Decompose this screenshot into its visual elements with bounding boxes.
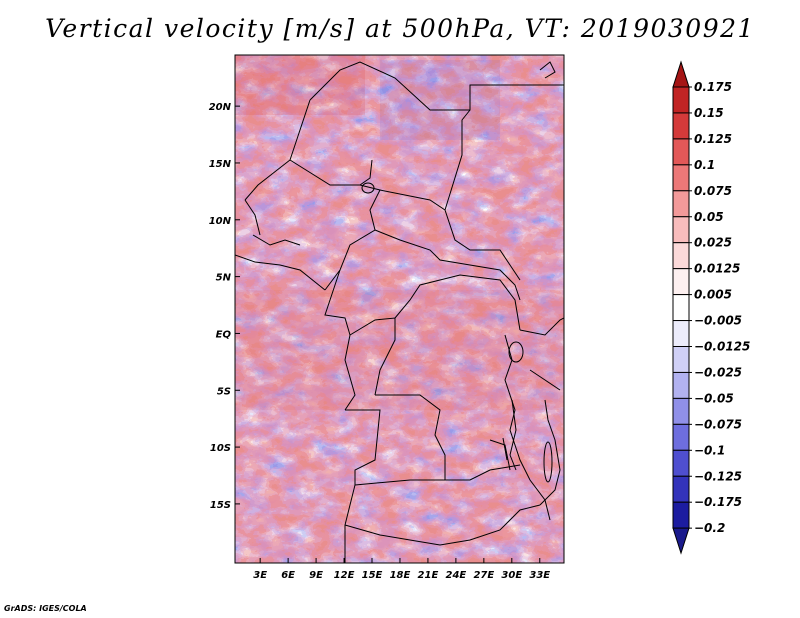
- colorbar-bottom-triangle: [672, 527, 690, 555]
- colorbar-box: [672, 320, 690, 347]
- lat-label: 10N: [209, 216, 232, 227]
- lon-label: 12E: [334, 570, 355, 581]
- lon-label: 15E: [362, 570, 383, 581]
- lat-label: 10S: [210, 443, 231, 454]
- colorbar-box: [672, 294, 690, 322]
- colorbar-box: [672, 164, 690, 192]
- colorbar-box: [672, 268, 690, 296]
- longitude-axis: 3E 6E 9E 12E 15E 18E 21E 24E 27E 30E 33E: [253, 558, 550, 581]
- colorbar-box: [672, 371, 690, 399]
- colorbar-box: [672, 138, 690, 166]
- lat-label: 15N: [209, 159, 232, 170]
- colorbar-box: [672, 86, 690, 114]
- colorbar-box: [672, 449, 690, 477]
- colorbar-box: [672, 397, 690, 425]
- lon-label: 27E: [473, 570, 494, 581]
- colorbar-label: −0.2: [694, 521, 725, 535]
- colorbar-label: 0.125: [694, 132, 732, 146]
- map-title: Vertical velocity [m/s] at 500hPa, VT: 2…: [45, 14, 755, 43]
- grads-credit: GrADS: IGES/COLA: [4, 604, 87, 613]
- lakes: [361, 182, 553, 483]
- colorbar-box: [672, 112, 690, 140]
- colorbar-label: 0.075: [694, 184, 732, 198]
- lat-label: EQ: [216, 329, 232, 340]
- country-borders: [235, 61, 564, 563]
- colorbar-label: 0.05: [694, 210, 724, 224]
- colorbar-box: [672, 242, 690, 270]
- latitude-axis: 20N 15N 10N 5N EQ 5S 10S 15S: [209, 102, 240, 511]
- lat-label: 15S: [210, 500, 231, 511]
- colorbar-box: [672, 190, 690, 218]
- lat-label: 5N: [216, 273, 232, 284]
- colorbar-label: −0.05: [694, 391, 734, 405]
- colorbar-label: 0.175: [694, 80, 732, 94]
- colorbar-label: 0.005: [694, 288, 732, 302]
- lon-label: 9E: [309, 570, 323, 581]
- colorbar-label: −0.005: [694, 314, 742, 328]
- colorbar-label: −0.175: [694, 495, 742, 509]
- lon-label: 6E: [281, 570, 295, 581]
- lon-label: 24E: [446, 570, 467, 581]
- colorbar-label: −0.1: [694, 443, 725, 457]
- colorbar-box: [672, 216, 690, 244]
- colorbar-label: −0.0125: [694, 340, 750, 354]
- colorbar-label: 0.0125: [694, 262, 740, 276]
- velocity-field: [235, 55, 564, 563]
- colorbar-top-triangle: [672, 60, 690, 88]
- colorbar-box: [672, 346, 690, 373]
- lat-label: 5S: [217, 386, 231, 397]
- lon-label: 18E: [390, 570, 411, 581]
- colorbar-label: −0.025: [694, 365, 742, 379]
- colorbar-box: [672, 475, 690, 503]
- lon-label: 30E: [501, 570, 522, 581]
- colorbar-label: 0.15: [694, 106, 724, 120]
- lon-label: 21E: [418, 570, 439, 581]
- colorbar-box: [672, 423, 690, 451]
- lat-label: 20N: [209, 102, 232, 113]
- colorbar-label: −0.075: [694, 417, 742, 431]
- colorbar-label: 0.1: [694, 158, 715, 172]
- colorbar: 0.175 0.15 0.125 0.1 0.075 0.05 0.025 0.0125 0.0…: [672, 60, 750, 555]
- colorbar-label: 0.025: [694, 236, 732, 250]
- colorbar-box: [672, 501, 690, 529]
- lon-label: 3E: [253, 570, 267, 581]
- lon-label: 33E: [529, 570, 550, 581]
- colorbar-label: −0.125: [694, 469, 742, 483]
